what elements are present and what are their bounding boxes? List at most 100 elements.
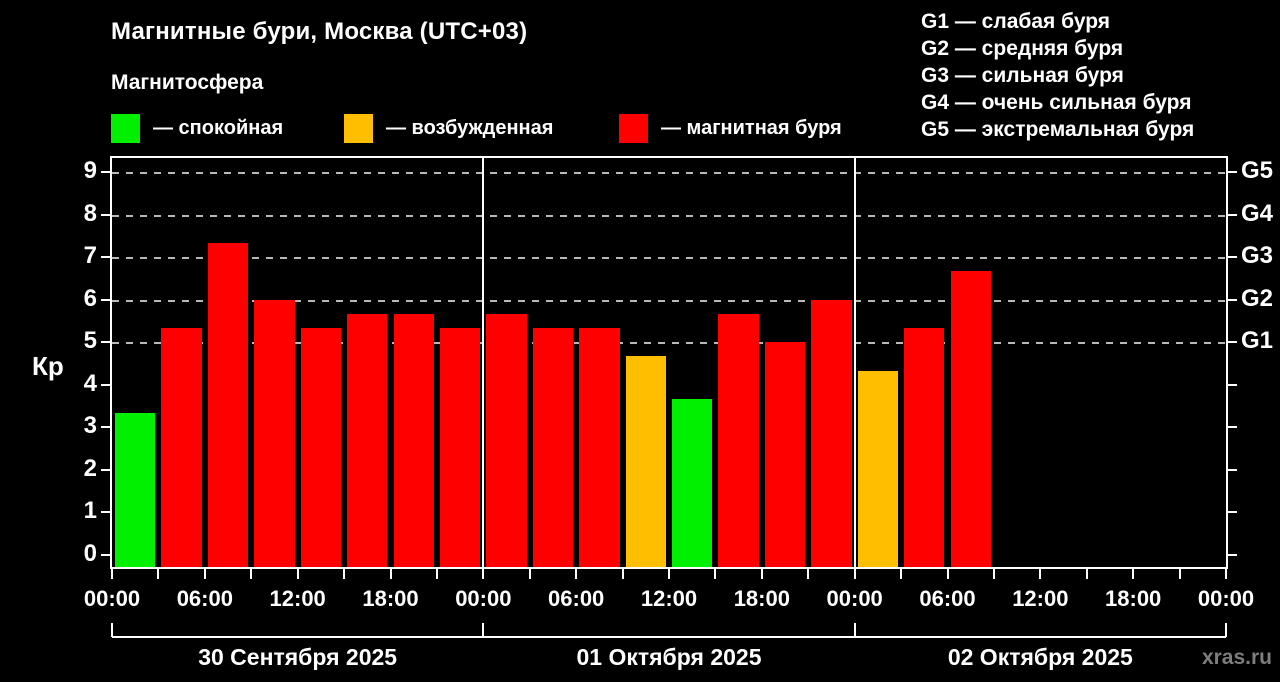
x-axis-tick (250, 569, 253, 579)
chart-subtitle: Магнитосфера (111, 71, 264, 94)
x-axis-tick (992, 569, 995, 579)
x-axis-tick (482, 569, 485, 579)
y-axis-tick-label: 0 (83, 540, 97, 568)
x-axis-tick (203, 569, 206, 579)
date-label: 02 Октября 2025 (947, 644, 1133, 670)
date-bracket-tick (853, 623, 856, 637)
x-axis-time-label: 18:00 (1105, 586, 1162, 611)
x-axis-tick (807, 569, 810, 579)
x-axis-time-label: 12:00 (269, 586, 326, 611)
kp-bar (486, 313, 527, 567)
x-axis-tick (343, 569, 346, 579)
date-bracket-tick (482, 623, 485, 637)
g-scale-legend-g5: G5 — экстремальная буря (921, 118, 1195, 141)
kp-bar (904, 328, 945, 567)
x-axis-tick (1178, 569, 1181, 579)
x-axis-tick (760, 569, 763, 579)
x-axis-time-label: 06:00 (548, 586, 605, 611)
y-axis-tick-label: 1 (83, 497, 97, 525)
x-axis-time-label: 12:00 (640, 586, 698, 611)
y-axis-tick-right (1228, 256, 1237, 259)
x-axis-time-label: 18:00 (733, 586, 790, 611)
kp-bar (857, 370, 899, 567)
x-axis-tick (296, 569, 299, 579)
y-axis-tick-label: 4 (83, 369, 97, 397)
x-axis-time-label: 18:00 (362, 586, 419, 611)
y-axis-tick-left (101, 554, 110, 556)
gridline-kp-7 (112, 257, 1226, 260)
y-axis-tick-right (1228, 426, 1237, 429)
g-scale-legend-g4: G4 — очень сильная буря (921, 91, 1192, 114)
x-axis-tick (111, 569, 113, 579)
gridline-kp-8 (112, 214, 1226, 217)
g-scale-legend-g2: G2 — средняя буря (921, 37, 1124, 60)
g-scale-legend-g1: G1 — слабая буря (921, 10, 1111, 33)
g-scale-legend: G1 — слабая буря G2 — средняя буря G3 — … (921, 8, 1194, 143)
g-scale-legend-g3: G3 — сильная буря (921, 64, 1124, 87)
page-title: Магнитные бури, Москва (UTC+03) (111, 18, 528, 45)
kp-bar (950, 271, 991, 567)
x-axis-time-label: 00:00 (455, 586, 512, 611)
kp-bar (625, 356, 666, 567)
x-axis-tick (575, 569, 578, 579)
gridline-kp-5 (112, 342, 1226, 345)
x-axis-tick (1132, 569, 1135, 579)
kp-bar (579, 328, 620, 567)
x-axis-tick (157, 569, 160, 579)
g-scale-axis-label: G2 (1241, 284, 1274, 312)
x-axis-time-label: 06:00 (176, 586, 233, 611)
x-axis-tick (528, 569, 531, 579)
x-axis-tick (435, 569, 438, 579)
y-axis-tick-left (101, 426, 110, 429)
y-axis-tick-left (101, 511, 110, 514)
kp-bar (161, 328, 202, 567)
x-axis-tick (621, 569, 624, 579)
date-bracket-line (112, 636, 1226, 638)
kp-bar (300, 328, 342, 567)
active-color-swatch (344, 113, 373, 143)
y-axis-tick-left (101, 383, 110, 386)
kp-bar (718, 313, 759, 567)
gridline-kp-6 (112, 299, 1226, 302)
y-axis-tick-right (1228, 298, 1237, 301)
y-axis-tick-right (1228, 170, 1237, 173)
y-axis-tick-right (1228, 383, 1237, 386)
kp-bar (811, 299, 852, 567)
y-axis-label: Кр (32, 351, 64, 381)
date-bracket-tick (111, 623, 113, 637)
kp-bar (439, 328, 481, 567)
day-separator (482, 158, 485, 567)
y-axis-tick-left (101, 170, 110, 173)
legend-label-storm: — магнитная буря (661, 116, 842, 139)
watermark: xras.ru (1201, 646, 1272, 669)
y-axis-tick-label: 7 (83, 242, 97, 270)
kp-bar (532, 328, 574, 567)
kp-bar (207, 243, 249, 567)
y-axis-tick-right (1228, 341, 1237, 344)
y-axis-tick-label: 9 (83, 157, 97, 185)
day-separator (853, 158, 856, 567)
date-label: 30 Сентября 2025 (198, 644, 398, 670)
kp-bar (764, 342, 806, 567)
legend-item-quiet: — спокойная (111, 113, 283, 143)
legend-label-quiet: — спокойная (153, 116, 284, 139)
gridline-kp-9 (112, 171, 1226, 174)
date-bracket-tick (1225, 623, 1227, 637)
legend-item-storm: — магнитная буря (619, 113, 842, 143)
y-axis-tick-left (101, 468, 110, 471)
legend-label-active: — возбужденная (386, 116, 554, 139)
y-axis-tick-right (1228, 511, 1237, 514)
x-axis-tick (714, 569, 717, 579)
quiet-color-swatch (111, 113, 140, 143)
kp-bar (672, 398, 713, 567)
y-axis-tick-label: 3 (83, 412, 97, 440)
y-axis-tick-label: 2 (83, 455, 97, 483)
y-axis-tick-label: 5 (83, 327, 97, 355)
kp-bar (347, 313, 388, 567)
y-axis-tick-left (101, 213, 110, 216)
x-axis-tick (389, 569, 392, 579)
kp-bar (254, 299, 295, 567)
g-scale-axis-label: G4 (1241, 199, 1274, 227)
legend-item-active: — возбужденная (344, 113, 553, 143)
